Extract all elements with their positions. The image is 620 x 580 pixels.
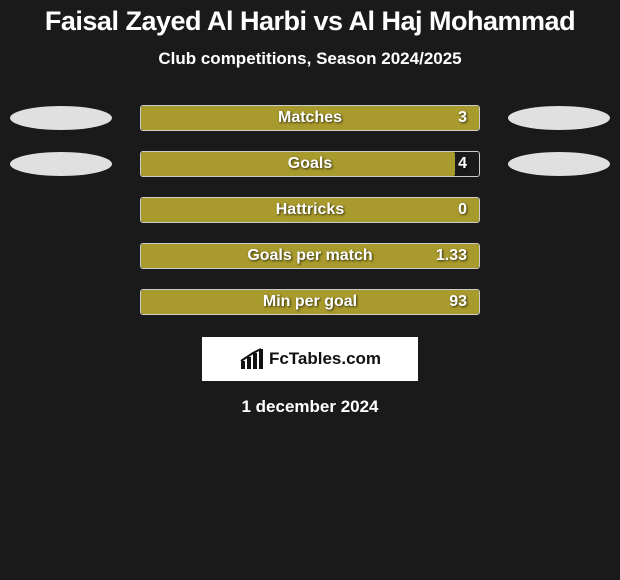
bar-fill: [141, 152, 455, 176]
page-container: Faisal Zayed Al Harbi vs Al Haj Mohammad…: [0, 0, 620, 580]
bar-fill: [141, 198, 479, 222]
stat-rows: Matches3 Goals4 Hattricks0 Goals per match1…: [0, 105, 620, 315]
stat-row: Matches3: [0, 105, 620, 131]
bar-fill: [141, 290, 479, 314]
bar-track: Hattricks0: [140, 197, 480, 223]
date-text: 1 december 2024: [0, 397, 620, 417]
player-left-ellipse: [10, 106, 112, 130]
bar-chart-icon: [239, 347, 263, 371]
player-left-ellipse: [10, 152, 112, 176]
bar-value: 4: [458, 152, 467, 176]
subtitle: Club competitions, Season 2024/2025: [0, 49, 620, 69]
bar-track: Min per goal93: [140, 289, 480, 315]
player-right-ellipse: [508, 152, 610, 176]
brand-text: FcTables.com: [269, 349, 381, 369]
stat-row: Goals4: [0, 151, 620, 177]
stat-row: Hattricks0: [0, 197, 620, 223]
player-right-ellipse: [508, 106, 610, 130]
page-title: Faisal Zayed Al Harbi vs Al Haj Mohammad: [0, 6, 620, 37]
bar-fill: [141, 106, 479, 130]
stat-row: Min per goal93: [0, 289, 620, 315]
brand-box[interactable]: FcTables.com: [202, 337, 418, 381]
stat-row: Goals per match1.33: [0, 243, 620, 269]
bar-track: Goals per match1.33: [140, 243, 480, 269]
bar-fill: [141, 244, 479, 268]
bar-track: Goals4: [140, 151, 480, 177]
bar-track: Matches3: [140, 105, 480, 131]
